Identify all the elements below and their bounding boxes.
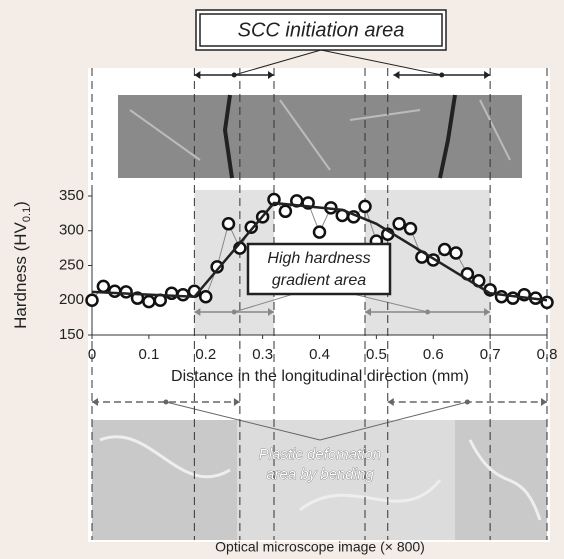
chart: SCC initiation area Optical microscope i… [0,0,564,559]
x-tick-label: 0.5 [366,346,387,363]
annotation-text: High hardness [267,250,370,267]
x-tick-label: 0.1 [138,346,159,363]
data-point [166,288,177,299]
data-point [496,291,507,302]
y-tick-label: 300 [59,222,84,239]
annotation-box: High hardness gradient area [248,244,390,294]
title-box: SCC initiation area [196,10,446,50]
x-tick-label: 0.4 [309,346,330,363]
x-tick-label: 0.2 [195,346,216,363]
data-point [109,286,120,297]
data-point [121,286,132,297]
x-tick-label: 0.8 [537,346,558,363]
data-point [87,295,98,306]
x-tick-label: 0.7 [480,346,501,363]
data-point [405,223,416,234]
y-tick-label: 350 [59,187,84,204]
data-point [360,201,371,212]
y-tick-label: 150 [59,326,84,343]
data-point [98,281,109,292]
data-point [200,291,211,302]
data-point [542,297,553,308]
data-point [178,289,189,300]
annotation-text: Plastic defomation [259,446,382,463]
y-axis-label: Hardness (HV0.1) [11,201,32,329]
data-point [223,218,234,229]
x-axis-label: Distance in the longitudinal direction (… [171,368,469,385]
data-point [314,227,325,238]
x-tick-label: 0.3 [252,346,273,363]
y-tick-label: 250 [59,256,84,273]
data-point [439,244,450,255]
data-point [280,206,291,217]
micrograph-top [118,95,522,178]
data-point [507,293,518,304]
chart-title: SCC initiation area [238,19,405,41]
data-point [394,218,405,229]
annotation-text: gradient area [272,272,366,289]
y-tick-label: 200 [59,291,84,308]
caption: Optical microscope image (× 800) [215,539,425,555]
x-tick-label: 0.6 [423,346,444,363]
data-point [143,296,154,307]
x-tick-label: 0 [88,346,96,363]
annotation-text: area by bending [266,466,374,483]
data-point [451,247,462,258]
